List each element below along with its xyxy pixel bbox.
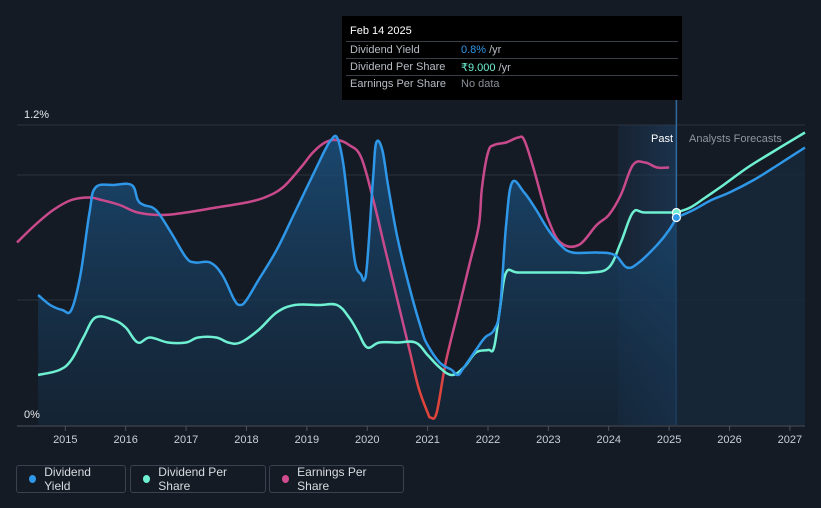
legend-dot-icon — [29, 475, 37, 483]
earnings-per-share-line — [16, 135, 670, 420]
axes: 2015 2016 2017 2018 2019 2020 2021 2022 2023 2024… — [17, 109, 805, 446]
tooltip-label: Dividend Per Share — [350, 61, 446, 73]
tooltip-row-dividend-yield: Dividend Yield 0.8%/yr — [346, 41, 678, 59]
tooltip-row-earnings-per-share: Earnings Per Share No data — [346, 75, 678, 93]
series-markers — [671, 207, 681, 223]
dividend-per-share-line — [37, 208, 677, 377]
x-tick-label: 2026 — [717, 434, 741, 446]
x-tick-label: 2025 — [657, 434, 681, 446]
legend-dividend-per-share[interactable]: Dividend Per Share — [130, 465, 266, 493]
tooltip-value: ₹9.000/yr — [461, 62, 511, 74]
legend-dot-icon — [282, 475, 290, 483]
x-tick-label: 2018 — [234, 434, 258, 446]
forecast-label: Analysts Forecasts — [689, 133, 782, 145]
legend-label: Earnings Per Share — [297, 465, 367, 493]
legend-earnings-per-share[interactable]: Earnings Per Share — [269, 465, 404, 493]
tooltip-date: Feb 14 2025 — [350, 25, 412, 37]
x-tick-label: 2016 — [113, 434, 137, 446]
x-tick-label: 2023 — [536, 434, 560, 446]
x-tick-label: 2021 — [415, 434, 439, 446]
legend-dot-icon — [143, 475, 151, 483]
tooltip-label: Earnings Per Share — [350, 78, 446, 90]
dividend-yield-line — [37, 134, 678, 377]
x-tick-label: 2015 — [53, 434, 77, 446]
dividend-yield-area — [38, 135, 677, 425]
tooltip-panel: Feb 14 2025 Dividend Yield 0.8%/yr Divid… — [342, 16, 682, 100]
x-tick-label: 2027 — [778, 434, 802, 446]
dividend-per-share-forecast-line — [675, 131, 806, 214]
area-fills — [38, 135, 805, 425]
x-tick-label: 2022 — [476, 434, 500, 446]
tooltip-value: 0.8%/yr — [461, 44, 502, 56]
tooltip-value: No data — [461, 78, 500, 90]
forecast-yield-area — [676, 147, 805, 425]
dividend-yield-marker — [671, 212, 681, 223]
x-tick-label: 2020 — [355, 434, 379, 446]
series-lines — [16, 131, 806, 420]
legend-label: Dividend Yield — [44, 465, 91, 493]
past-label: Past — [651, 133, 673, 145]
dividend-yield-forecast-line — [675, 146, 806, 219]
legend-label: Dividend Per Share — [158, 465, 227, 493]
x-tick-label: 2024 — [597, 434, 621, 446]
y-tick-label: 0% — [24, 409, 40, 421]
tooltip-label: Dividend Yield — [350, 44, 420, 56]
y-tick-label: 1.2% — [24, 109, 49, 121]
tooltip-row-dividend-per-share: Dividend Per Share ₹9.000/yr — [346, 58, 678, 76]
x-tick-label: 2017 — [174, 434, 198, 446]
x-tick-label: 2019 — [295, 434, 319, 446]
legend-dividend-yield[interactable]: Dividend Yield — [16, 465, 126, 493]
